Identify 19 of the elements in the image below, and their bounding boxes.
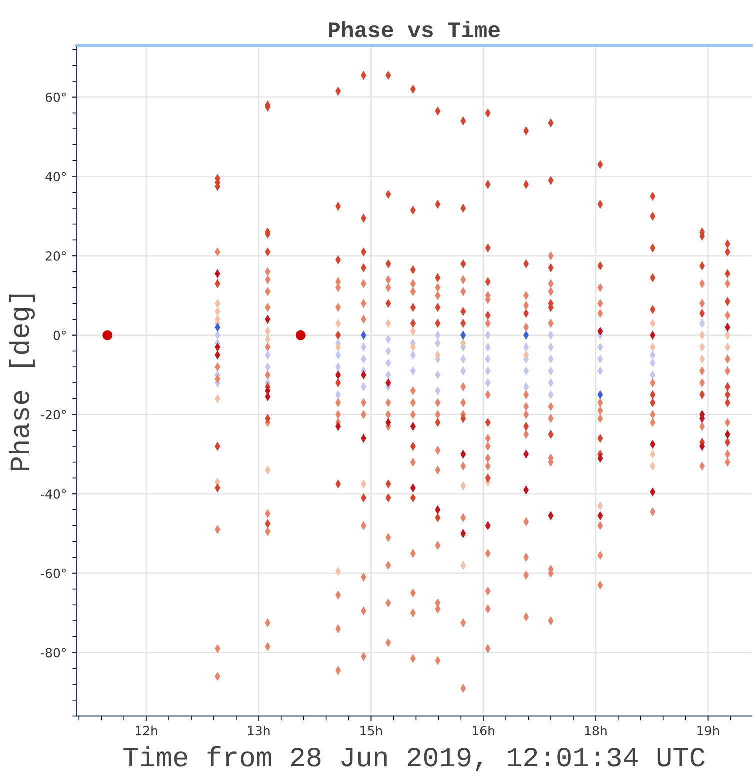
x-tick-label: 16h [473, 726, 494, 736]
y-tick-label: 0° [54, 330, 66, 340]
y-tick-label: -20° [41, 410, 66, 420]
y-tick-label: 20° [46, 252, 66, 261]
point [102, 330, 113, 340]
y-axis-title: Phase [deg] [9, 294, 35, 471]
x-axis-title: Time from 28 Jun 2019, 12:01:34 UTC [124, 746, 705, 772]
x-tick-label: 18h [585, 726, 607, 736]
y-tick-label: -40° [41, 490, 66, 500]
y-tick-label: -80° [41, 648, 66, 658]
chart-title: Phase vs Time [329, 21, 500, 38]
x-tick-label: 12h [136, 726, 158, 736]
y-tick-label: -60° [41, 568, 66, 578]
y-tick-label: 40° [46, 172, 66, 182]
x-tick-label: 19h [698, 726, 720, 736]
x-tick-label: 13h [248, 726, 270, 736]
y-tick-label: 60° [46, 92, 66, 102]
x-tick-label: 15h [360, 726, 382, 736]
point [296, 330, 306, 340]
